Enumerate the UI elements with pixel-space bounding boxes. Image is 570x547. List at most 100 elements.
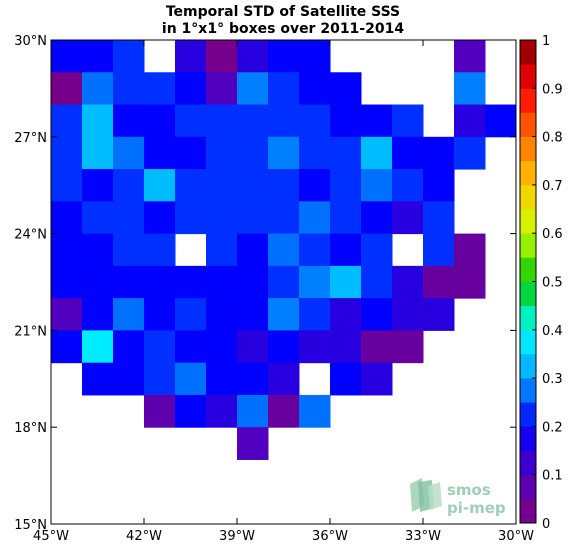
colorbar-tick-label: 0.9 xyxy=(542,82,563,97)
colorbar-tick-label: 0.4 xyxy=(542,324,563,339)
heatmap-cell xyxy=(268,394,300,428)
heatmap-cell xyxy=(113,72,145,106)
heatmap-cell xyxy=(113,330,145,364)
colorbar-tick-label: 0.5 xyxy=(542,276,563,291)
colorbar-segment xyxy=(520,402,536,427)
heatmap-cell xyxy=(51,233,83,267)
heatmap-cell xyxy=(82,136,114,170)
heatmap-cell xyxy=(268,298,300,331)
heatmap-cell xyxy=(113,265,145,299)
heatmap-cell xyxy=(144,136,176,170)
heatmap-cell xyxy=(175,72,207,106)
heatmap-cell xyxy=(144,265,176,299)
colorbar-segment xyxy=(520,426,536,451)
colorbar-tick-label: 0.8 xyxy=(542,131,563,146)
heatmap-cell xyxy=(144,298,176,331)
colorbar-segment xyxy=(520,353,536,379)
heatmap-cell xyxy=(454,72,486,106)
colorbar-tick-label: 0 xyxy=(542,517,550,532)
heatmap-cell xyxy=(82,169,114,202)
heatmap-cell xyxy=(206,40,238,73)
logo: smos pi-mep xyxy=(410,478,506,517)
heatmap-cell xyxy=(268,265,300,299)
heatmap-cell xyxy=(485,104,517,138)
heatmap-cell xyxy=(392,265,424,299)
heatmap-cell xyxy=(299,169,331,202)
heatmap-cell xyxy=(330,362,362,396)
heatmap-cell xyxy=(268,169,300,202)
heatmap-cell xyxy=(392,298,424,331)
colorbar-segment xyxy=(520,209,536,234)
heatmap-cell xyxy=(82,104,114,138)
colorbar-segment xyxy=(520,474,536,500)
heatmap-cell xyxy=(113,40,145,73)
heatmap-cell xyxy=(361,104,393,138)
heatmap-cell xyxy=(454,136,486,170)
colorbar-tick-label: 1 xyxy=(542,34,550,49)
heatmap-cell xyxy=(113,233,145,267)
logo-text-smos: smos xyxy=(447,481,491,499)
heatmap-cell xyxy=(268,40,300,73)
heatmap-cell xyxy=(361,136,393,170)
heatmap-cell xyxy=(175,169,207,202)
heatmap-cell xyxy=(51,298,83,331)
heatmap-cell xyxy=(175,362,207,396)
x-tick-label: 33°W xyxy=(405,529,441,544)
colorbar-tick-label: 0.2 xyxy=(542,420,563,435)
heatmap-cell xyxy=(423,136,455,170)
heatmap-cell xyxy=(454,265,486,299)
heatmap-cell xyxy=(82,362,114,396)
heatmap-cell xyxy=(361,201,393,235)
colorbar-segment xyxy=(520,40,536,65)
heatmap-cell xyxy=(299,40,331,73)
heatmap-cell xyxy=(51,201,83,235)
heatmap-cell xyxy=(237,233,269,267)
heatmap-cell xyxy=(392,201,424,235)
heatmap-cell xyxy=(330,72,362,106)
heatmap-cell xyxy=(268,233,300,267)
heatmap-cell xyxy=(423,233,455,267)
heatmap-cell xyxy=(237,72,269,106)
heatmap-cell xyxy=(299,298,331,331)
y-tick-label: 15°N xyxy=(14,518,47,533)
colorbar-segment xyxy=(520,136,536,162)
axes: 45°W 42°W 39°W 36°W 33°W 30°W 15°N 18°N 21°N 24°N… xyxy=(14,34,534,544)
heatmap-cell xyxy=(330,330,362,364)
heatmap-cell xyxy=(82,40,114,73)
heatmap-cell xyxy=(299,72,331,106)
y-tick-label: 27°N xyxy=(14,131,47,146)
colorbar-segment xyxy=(520,281,536,307)
heatmap-cell xyxy=(175,40,207,73)
heatmap-cell xyxy=(299,265,331,299)
colorbar-tick-label: 0.6 xyxy=(542,227,563,242)
heatmap-cell xyxy=(361,298,393,331)
heatmap-cell xyxy=(237,40,269,73)
heatmap-cell xyxy=(144,362,176,396)
heatmap-cell xyxy=(206,394,238,428)
y-tick-label: 24°N xyxy=(14,228,47,243)
colorbar-segment xyxy=(520,378,536,403)
heatmap-cell xyxy=(51,330,83,364)
heatmap-cell xyxy=(206,233,238,267)
heatmap-cell xyxy=(454,40,486,73)
heatmap-cell xyxy=(206,201,238,235)
heatmap-cell xyxy=(237,362,269,396)
heatmap-cell xyxy=(82,72,114,106)
heatmap-cells xyxy=(51,40,517,460)
heatmap-cell xyxy=(299,201,331,235)
y-tick-label: 30°N xyxy=(14,34,47,49)
heatmap-cell xyxy=(175,298,207,331)
heatmap-cell xyxy=(144,104,176,138)
heatmap-cell xyxy=(113,298,145,331)
colorbar-segment xyxy=(520,498,536,524)
logo-icon xyxy=(410,478,442,512)
heatmap-cell xyxy=(330,233,362,267)
chart-subtitle: in 1°x1° boxes over 2011-2014 xyxy=(162,21,404,37)
logo-text-pimep: pi-mep xyxy=(447,499,506,517)
y-tick-label: 18°N xyxy=(14,421,47,436)
heatmap-cell xyxy=(144,394,176,428)
heatmap-cell xyxy=(144,72,176,106)
x-tick-label: 42°W xyxy=(126,529,162,544)
heatmap-cell xyxy=(454,104,486,138)
chart-title: Temporal STD of Satellite SSS xyxy=(166,4,400,20)
